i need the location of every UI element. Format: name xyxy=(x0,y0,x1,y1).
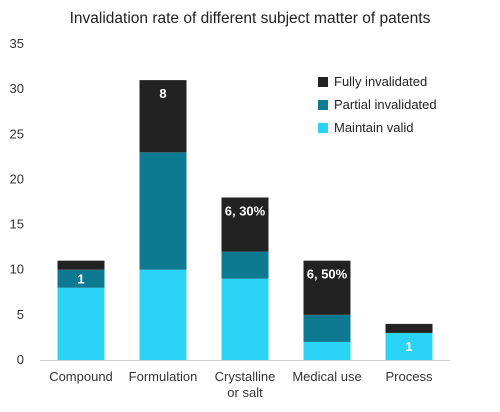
x-tick-label: Compound xyxy=(49,369,113,384)
y-tick-label: 5 xyxy=(17,307,24,322)
bar-segment-partial-invalidated xyxy=(221,251,269,279)
y-axis: 0 5 10 15 20 25 30 35 xyxy=(10,36,24,367)
x-tick-label: Medical use xyxy=(292,369,361,384)
bar-segment-fully-invalidated xyxy=(57,260,105,270)
y-tick-label: 30 xyxy=(10,81,24,96)
bar-segment-fully-invalidated xyxy=(385,323,433,333)
bar-segment-fully-invalidated xyxy=(139,80,187,153)
x-tick-label: Process xyxy=(386,369,433,384)
y-tick-label: 25 xyxy=(10,126,24,141)
data-label: 1 xyxy=(405,339,412,354)
bars: 1 8 6, 30% 6, 50% 1 xyxy=(57,80,433,360)
bar-segment-partial-invalidated xyxy=(57,269,105,288)
legend-swatch xyxy=(318,77,328,87)
bar-segment-fully-invalidated xyxy=(221,197,269,252)
data-label: 1 xyxy=(77,272,84,287)
bar-segment-partial-invalidated xyxy=(303,314,351,342)
x-tick-label: or salt xyxy=(227,385,263,400)
y-tick-label: 0 xyxy=(17,352,24,367)
data-label: 8 xyxy=(159,86,166,101)
legend-label: Partial invalidated xyxy=(334,97,437,112)
x-tick-label: Crystalline xyxy=(215,369,276,384)
y-tick-label: 35 xyxy=(10,36,24,51)
bar-segment-maintain-valid xyxy=(139,269,187,360)
legend: Fully invalidated Partial invalidated Main… xyxy=(318,74,437,135)
bar-segment-maintain-valid xyxy=(385,332,433,360)
bar-segment-maintain-valid xyxy=(57,287,105,360)
y-tick-label: 15 xyxy=(10,217,24,232)
chart-title: Invalidation rate of different subject m… xyxy=(70,10,431,27)
bar-segment-fully-invalidated xyxy=(303,260,351,315)
x-tick-label: Formulation xyxy=(129,369,198,384)
data-label: 6, 30% xyxy=(225,203,266,218)
legend-label: Maintain valid xyxy=(334,120,414,135)
bar-segment-maintain-valid xyxy=(221,278,269,360)
legend-swatch xyxy=(318,100,328,110)
bar-segment-maintain-valid xyxy=(303,341,351,360)
data-label: 6, 50% xyxy=(307,267,348,282)
y-tick-label: 10 xyxy=(10,262,24,277)
y-tick-label: 20 xyxy=(10,171,24,186)
bar-segment-partial-invalidated xyxy=(139,152,187,270)
legend-label: Fully invalidated xyxy=(334,74,427,89)
legend-swatch xyxy=(318,123,328,133)
